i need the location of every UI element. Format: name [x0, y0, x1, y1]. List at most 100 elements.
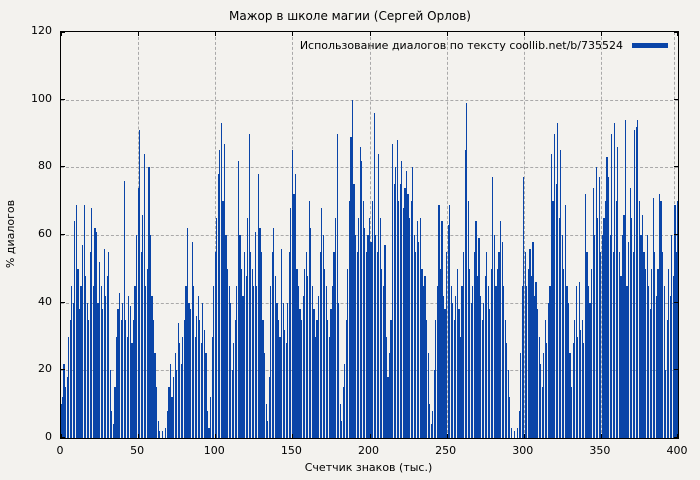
tick-mark [292, 32, 294, 36]
impulse-bar [498, 251, 500, 438]
impulse-bar [453, 319, 455, 438]
impulse-bar [86, 302, 88, 438]
impulse-bar [111, 410, 113, 438]
impulse-bar [524, 251, 526, 438]
impulse-bar [353, 184, 355, 438]
impulse-bar [112, 424, 115, 438]
impulse-bar [108, 251, 110, 438]
impulse-bar [331, 285, 334, 438]
impulse-bar [339, 404, 341, 438]
impulse-bar [149, 235, 152, 438]
impulse-bar [81, 245, 84, 438]
impulse-bar [421, 268, 423, 438]
impulse-bar [236, 285, 238, 438]
impulse-bar [626, 285, 628, 438]
impulse-bar [92, 285, 94, 438]
impulse-bar [75, 204, 77, 438]
impulse-bar [317, 295, 320, 438]
tick-mark [61, 166, 65, 168]
impulse-bar [102, 309, 104, 438]
impulse-bar [564, 204, 566, 438]
impulse-bar [228, 285, 230, 438]
impulse-bar [325, 285, 327, 438]
impulse-bar [80, 285, 82, 438]
impulse-bar [635, 126, 637, 438]
tick-mark [61, 32, 62, 36]
impulse-bar [362, 201, 364, 438]
impulse-bar [214, 251, 216, 438]
impulse-bar [657, 268, 659, 438]
impulse-bar [459, 336, 462, 438]
impulse-bar [466, 103, 468, 438]
impulse-bar [478, 238, 480, 438]
impulse-bar [591, 268, 593, 438]
impulse-bar [550, 153, 553, 438]
impulse-bar [527, 268, 529, 438]
impulse-bar [321, 207, 323, 438]
tick-mark [523, 32, 525, 36]
impulse-bar [183, 319, 185, 438]
x-tick-label: 100 [203, 444, 225, 457]
impulse-bar [569, 353, 571, 438]
impulse-bar [677, 201, 678, 438]
impulse-bar [470, 302, 472, 438]
impulse-bar [290, 207, 292, 438]
impulse-bar [69, 319, 71, 438]
impulse-bar [177, 322, 179, 438]
impulse-bar [106, 275, 108, 438]
impulse-bar [143, 153, 145, 438]
impulse-bar [384, 245, 386, 438]
impulse-bar [584, 194, 587, 438]
impulse-bar [558, 218, 560, 438]
impulse-bar [580, 329, 582, 438]
impulse-bar [242, 295, 244, 438]
impulse-bar [305, 251, 307, 438]
impulse-bar [560, 150, 562, 438]
impulse-bar [216, 218, 218, 438]
impulse-bar [319, 251, 321, 438]
impulse-bar [251, 268, 253, 438]
impulse-bar [157, 421, 159, 438]
impulse-bar [504, 319, 506, 438]
tick-mark [61, 234, 65, 235]
impulse-bar [115, 336, 118, 438]
impulse-bar [327, 319, 329, 438]
impulse-bar [248, 133, 250, 438]
x-tick-label: 150 [280, 444, 302, 457]
impulse-bar [520, 353, 522, 438]
impulse-bar [526, 285, 528, 438]
impulse-bar [371, 201, 374, 438]
impulse-bar [658, 194, 661, 438]
impulse-bar [643, 251, 645, 438]
impulse-bar [444, 309, 446, 438]
legend-label: Использование диалогов по тексту coollib… [299, 39, 623, 52]
tick-mark [215, 434, 217, 438]
impulse-bar [629, 187, 631, 438]
impulse-bar [595, 167, 597, 438]
impulse-bar [552, 201, 554, 438]
impulse-bar [213, 285, 215, 438]
impulse-bar [191, 241, 193, 438]
impulse-bar [628, 241, 630, 438]
impulse-bar [284, 329, 286, 438]
impulse-bar [341, 421, 343, 438]
impulse-bar [239, 235, 241, 438]
impulse-bar [529, 248, 531, 438]
impulse-bar [472, 285, 474, 438]
impulse-bar [152, 319, 155, 438]
x-tick-label: 50 [130, 444, 145, 457]
impulse-bar [416, 221, 418, 438]
impulse-bar [587, 285, 590, 438]
impulse-bar [456, 268, 458, 438]
impulse-bar [277, 319, 280, 438]
impulse-bar [614, 123, 616, 438]
impulse-bar [173, 377, 175, 438]
impulse-bar [594, 235, 596, 438]
impulse-bar [299, 309, 301, 438]
impulse-bar [237, 160, 239, 438]
impulse-bar [518, 410, 520, 438]
impulse-bar [97, 302, 99, 438]
impulse-bar [310, 228, 312, 438]
impulse-bar [624, 119, 627, 438]
impulse-bar [268, 377, 270, 438]
